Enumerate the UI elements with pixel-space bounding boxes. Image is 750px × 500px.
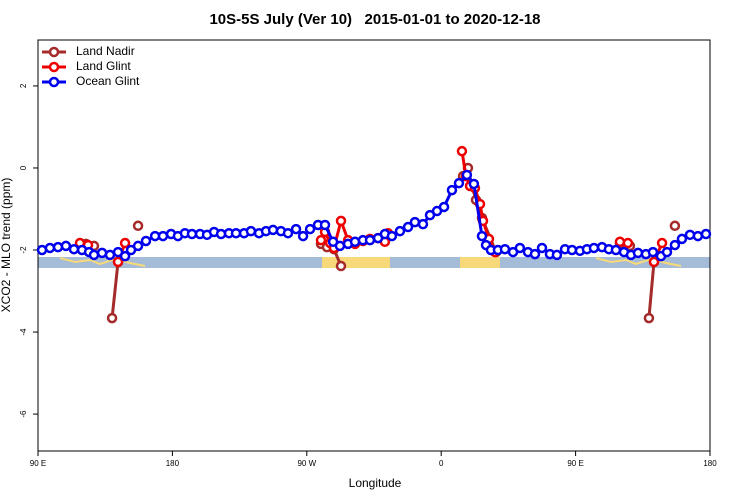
point (614, 236, 626, 248)
point (446, 184, 458, 196)
point (112, 256, 124, 268)
point (402, 221, 414, 233)
point (230, 227, 242, 239)
land-islands (59, 257, 146, 267)
y-tick-label: -2 (19, 246, 28, 254)
chart-title: 10S-5S July (Ver 10) 2015-01-01 to 2020-… (209, 11, 540, 28)
point (417, 218, 429, 230)
point (476, 230, 488, 242)
point (647, 246, 659, 258)
point (245, 225, 257, 237)
point (44, 242, 56, 254)
point (88, 249, 100, 261)
point (132, 240, 144, 252)
point (456, 145, 468, 157)
point (60, 240, 72, 252)
point (119, 250, 131, 262)
point (52, 241, 64, 253)
point (104, 249, 116, 261)
y-tick-label: 2 (19, 83, 28, 88)
point (514, 242, 526, 254)
legend-marker (48, 61, 60, 73)
point (499, 243, 511, 255)
point (409, 216, 421, 228)
legend-label: Land Glint (76, 59, 131, 73)
point (536, 242, 548, 254)
x-tick-label: 180 (703, 459, 717, 468)
point (468, 178, 480, 190)
point (529, 248, 541, 260)
point (315, 234, 327, 246)
point (453, 177, 465, 189)
point (669, 220, 681, 232)
point (304, 223, 316, 235)
y-tick-label: -4 (19, 328, 28, 336)
point (656, 237, 668, 249)
point (438, 201, 450, 213)
point (157, 230, 169, 242)
point (610, 244, 622, 256)
point (297, 230, 309, 242)
point (106, 312, 118, 324)
point (282, 227, 294, 239)
y-tick-label: -6 (19, 410, 28, 418)
point (334, 240, 346, 252)
point (661, 246, 673, 258)
x-tick-label: 90 E (567, 459, 583, 468)
point (335, 215, 347, 227)
point (319, 219, 331, 231)
y-axis-label: XCO2 - MLO trend (ppm) (0, 178, 13, 313)
point (643, 312, 655, 324)
x-tick-label: 90 W (297, 459, 316, 468)
point (684, 229, 696, 241)
point (676, 233, 688, 245)
land-band (460, 257, 500, 268)
x-tick-label: 0 (439, 459, 444, 468)
point (551, 249, 563, 261)
legend-marker (48, 76, 60, 88)
legend-marker (48, 46, 60, 58)
point (132, 220, 144, 232)
land-islands (595, 257, 682, 267)
map-strip (38, 257, 710, 268)
plot-frame (37, 39, 711, 452)
point (700, 228, 712, 240)
point (622, 237, 634, 249)
point (364, 234, 376, 246)
point (119, 237, 131, 249)
x-axis-label: Longitude (349, 476, 402, 490)
point (669, 239, 681, 251)
legend-label: Land Nadir (76, 44, 135, 58)
point (386, 230, 398, 242)
point (290, 223, 302, 235)
point (648, 256, 660, 268)
point (267, 224, 279, 236)
point (186, 228, 198, 240)
point (335, 260, 347, 272)
point (632, 247, 644, 259)
x-tick-label: 180 (166, 459, 180, 468)
point (692, 230, 704, 242)
legend-label: Ocean Glint (76, 74, 140, 88)
y-tick-label: 0 (19, 165, 28, 170)
land-band (322, 257, 390, 268)
point (461, 169, 473, 181)
point (588, 242, 600, 254)
x-tick-label: 90 E (30, 459, 46, 468)
point (68, 243, 80, 255)
point (140, 235, 152, 247)
point (394, 225, 406, 237)
